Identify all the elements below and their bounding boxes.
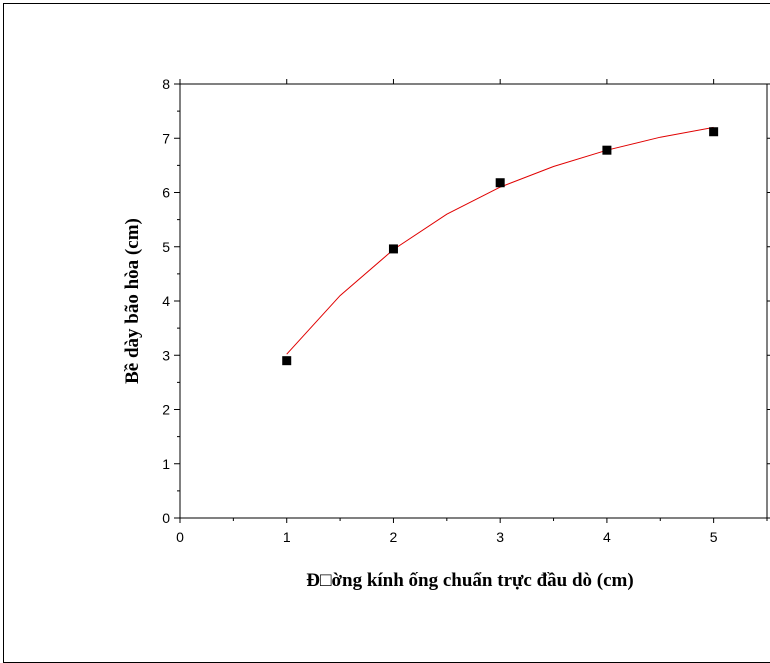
fit-curve [286, 126, 714, 355]
x-tick-label: 1 [283, 529, 291, 545]
data-point [388, 244, 398, 254]
y-tick-label: 0 [162, 510, 170, 526]
data-point [602, 145, 612, 155]
x-axis-title: Đ□ờng kính ống chuẩn trực đầu dò (cm) [306, 570, 633, 591]
x-tick-label: 0 [176, 529, 184, 545]
y-tick-label: 1 [162, 456, 170, 472]
data-point [495, 178, 505, 188]
x-tick-label: 5 [710, 529, 718, 545]
x-tick-label: 3 [496, 529, 504, 545]
data-point [282, 356, 292, 366]
y-axis-title: Bề dày bão hòa (cm) [122, 218, 143, 384]
data-point [709, 127, 719, 137]
y-tick-label: 3 [162, 347, 170, 363]
x-tick-label: 4 [603, 529, 611, 545]
x-tick-label: 2 [390, 529, 398, 545]
y-tick-label: 2 [162, 402, 170, 418]
y-tick-label: 7 [162, 130, 170, 146]
y-tick-label: 5 [162, 239, 170, 255]
y-tick-label: 4 [162, 293, 170, 309]
y-tick-label: 8 [162, 76, 170, 92]
y-tick-label: 6 [162, 185, 170, 201]
plot-area [179, 83, 768, 519]
